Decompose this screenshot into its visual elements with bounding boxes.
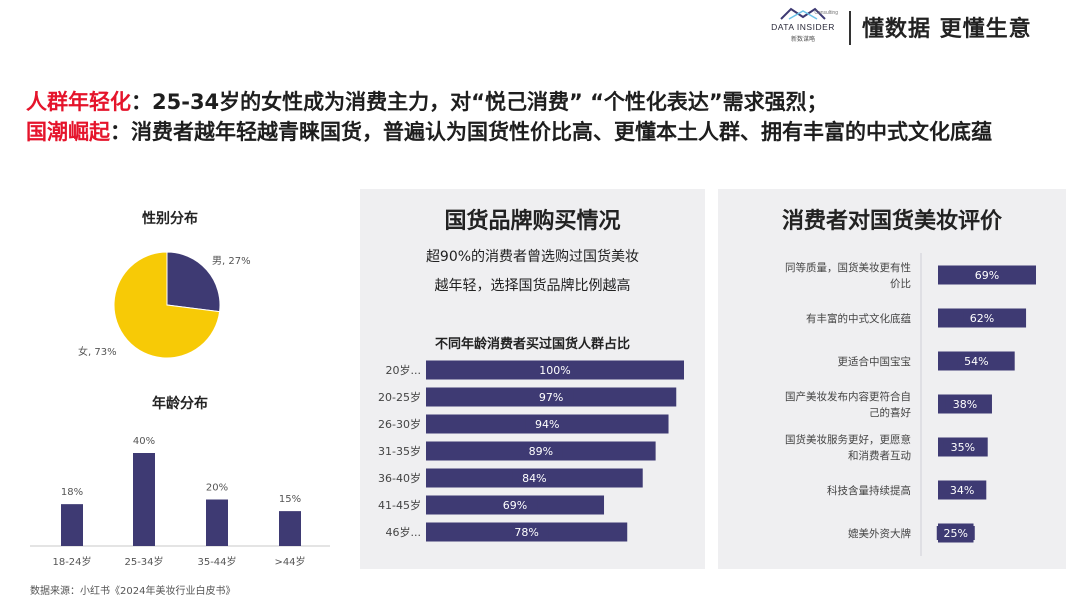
headline-text-2: ：消费者越年轻越青睐国货，普遍认为国货性价比高、更懂本土人群、拥有丰富的中式文化… xyxy=(110,120,992,144)
eval-tick-label: 同等质量，国货美妆更有性 xyxy=(785,261,911,274)
purchase-bar-value: 97% xyxy=(539,391,563,404)
headline-text-1: ：25-34岁的女性成为消费主力，对“悦己消费” “个性化表达”需求强烈； xyxy=(131,90,828,114)
purchase-panel-subtitle-2: 越年轻，选择国货品牌比例越高 xyxy=(434,278,631,294)
age-bar-value: 40% xyxy=(133,436,155,447)
purchase-value-box xyxy=(518,444,563,458)
pie-slice xyxy=(166,251,221,313)
pie-slice xyxy=(113,251,221,359)
eval-tick-label: 国产美妆发布内容更符合自 xyxy=(785,390,911,403)
age-tick-label: 35-44岁 xyxy=(197,555,236,568)
eval-bar-value: 62% xyxy=(970,312,994,325)
eval-value-box xyxy=(968,268,1006,282)
evaluation-panel: 消费者对国货美妆评价 同等质量，国货美妆更有性价比 69% 有丰富的中式文化底蕴 62… xyxy=(718,189,1066,569)
eval-tick-label: 和消费者互动 xyxy=(848,449,911,462)
eval-tick-label: 国货美妆服务更好，更愿意 xyxy=(785,433,911,446)
purchase-panel-subtitle-1: 超90%的消费者曾选购过国货美妆 xyxy=(425,249,640,265)
purchase-value-box xyxy=(525,417,570,431)
headline-key-1: 人群年轻化 xyxy=(26,90,131,114)
purchase-tick-label: 20-25岁 xyxy=(378,390,421,404)
eval-bar-value: 69% xyxy=(975,269,999,282)
source-note: 数据来源：小红书《2024年美妆行业白皮书》 xyxy=(30,586,236,597)
purchase-tick-label: 31-35岁 xyxy=(378,444,421,458)
purchase-bar-value: 69% xyxy=(503,499,527,512)
eval-value-box xyxy=(963,311,1002,325)
eval-bar-value: 54% xyxy=(964,355,988,368)
purchase-bar-chart: 20岁... 100% 20-25岁 97% 26-30岁 94% 31-35岁 89% 36-… xyxy=(378,360,684,542)
slogan: 懂数据 更懂生意 xyxy=(862,17,1032,42)
eval-tick-label: 价比 xyxy=(890,277,911,290)
eval-bar-value: 35% xyxy=(951,441,975,454)
pie-label: 女, 73% xyxy=(78,345,117,358)
purchase-tick-label: 46岁... xyxy=(386,525,422,539)
eval-value-box xyxy=(957,354,996,368)
purchase-tick-label: 41-45岁 xyxy=(378,498,421,512)
brand-logo: DATA INSIDER 新数谋略 Consulting xyxy=(768,7,838,47)
eval-bar-value: 38% xyxy=(953,398,977,411)
purchase-value-box xyxy=(529,390,574,404)
logo-mark-icon xyxy=(780,7,826,20)
age-bar-value: 20% xyxy=(206,483,228,494)
purchase-value-box xyxy=(533,363,577,377)
purchase-panel: 国货品牌购买情况 超90%的消费者曾选购过国货美妆 越年轻，选择国货品牌比例越高… xyxy=(360,189,705,569)
age-bar-chart: 18% 18-24岁 40% 25-34岁 20% 35-44岁 15% >44岁 xyxy=(30,436,330,568)
eval-tick-label: 己的喜好 xyxy=(869,406,911,419)
brand-name: DATA INSIDER xyxy=(771,22,835,32)
purchase-bar-value: 100% xyxy=(539,364,570,377)
age-tick-label: 18-24岁 xyxy=(52,555,91,568)
age-chart-title: 年龄分布 xyxy=(152,396,208,412)
eval-value-box xyxy=(945,397,984,411)
age-bar-value: 18% xyxy=(61,487,83,498)
purchase-value-box xyxy=(512,471,557,485)
age-bar-value: 15% xyxy=(279,494,301,505)
eval-tick-label: 科技含量持续提高 xyxy=(827,484,911,497)
purchase-value-box xyxy=(493,498,538,512)
eval-tick-label: 更适合中国宝宝 xyxy=(838,355,912,368)
gender-chart-title: 性别分布 xyxy=(142,211,198,227)
eval-value-box xyxy=(943,440,982,454)
purchase-tick-label: 36-40岁 xyxy=(378,471,421,485)
eval-value-box xyxy=(936,526,975,540)
header-divider xyxy=(849,11,851,45)
gender-pie-chart: 男, 27% 女, 73% xyxy=(78,251,251,359)
purchase-value-box xyxy=(504,525,549,539)
purchase-bar-value: 84% xyxy=(522,472,546,485)
pie-label: 男, 27% xyxy=(212,255,251,267)
purchase-bar-value: 78% xyxy=(514,526,538,539)
purchase-tick-label: 20岁... xyxy=(386,363,422,377)
age-tick-label: >44岁 xyxy=(274,555,305,568)
age-tick-label: 25-34岁 xyxy=(124,555,163,568)
eval-bar-value: 25% xyxy=(944,527,968,540)
eval-value-box xyxy=(943,483,982,497)
eval-tick-label: 媲美外资大牌 xyxy=(848,527,911,540)
eval-bar-value: 34% xyxy=(950,484,974,497)
eval-tick-label: 有丰富的中式文化底蕴 xyxy=(806,312,911,325)
age-bar xyxy=(133,453,155,546)
brand-tag: Consulting xyxy=(814,10,838,16)
headline-key-2: 国潮崛起 xyxy=(26,120,110,144)
brand-subname: 新数谋略 xyxy=(790,36,815,43)
evaluation-panel-title: 消费者对国货美妆评价 xyxy=(781,209,1002,234)
purchase-bar-value: 89% xyxy=(529,445,553,458)
purchase-tick-label: 26-30岁 xyxy=(378,417,421,431)
age-bar xyxy=(279,511,301,546)
purchase-bar-value: 94% xyxy=(535,418,559,431)
purchase-chart-title: 不同年龄消费者买过国货人群占比 xyxy=(434,337,630,352)
headline: 人群年轻化：25-34岁的女性成为消费主力，对“悦己消费” “个性化表达”需求强… xyxy=(26,87,1066,147)
age-bar xyxy=(61,504,83,546)
age-bar xyxy=(206,499,228,546)
purchase-panel-title: 国货品牌购买情况 xyxy=(444,209,621,234)
